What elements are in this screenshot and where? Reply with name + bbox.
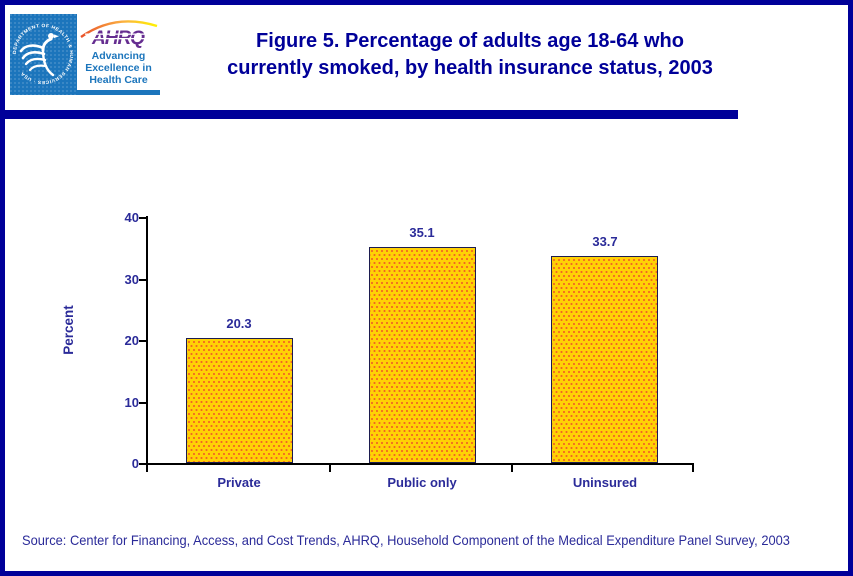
ahrq-logo-panel: AHRQ Advancing Excellence in Health Care: [77, 14, 160, 90]
x-axis-line: [146, 463, 694, 465]
y-axis-line: [146, 216, 148, 472]
y-tick-label: 30: [124, 272, 139, 287]
y-tick-label: 40: [124, 210, 139, 225]
x-axis-tick: [329, 465, 331, 472]
bar-private: [186, 338, 293, 463]
y-tick-label: 10: [124, 395, 139, 410]
y-tick-label: 0: [131, 456, 139, 471]
category-label: Public only: [387, 475, 457, 490]
ahrq-tagline-line: Advancing: [91, 50, 146, 62]
ahrq-hhs-logo: DEPARTMENT OF HEALTH & HUMAN SERVICES · …: [10, 14, 160, 95]
bar-value-label: 33.7: [592, 234, 618, 249]
bar-value-label: 20.3: [226, 316, 252, 331]
category-label: Uninsured: [572, 475, 638, 490]
bar-public-only: [369, 247, 476, 463]
figure-title-line-1: Figure 5. Percentage of adults age 18-64…: [256, 30, 684, 52]
hhs-logo-panel: DEPARTMENT OF HEALTH & HUMAN SERVICES · …: [10, 14, 77, 95]
x-axis-tick: [511, 465, 513, 472]
ahrq-tagline-line: Excellence in: [85, 62, 152, 74]
category-label: Private: [217, 475, 261, 490]
ahrq-wordmark-icon: AHRQ: [80, 20, 158, 49]
ahrq-tagline: Advancing Excellence in Health Care: [77, 50, 160, 86]
figure-title: Figure 5. Percentage of adults age 18-64…: [170, 28, 770, 82]
logo-bottom-strip: [77, 90, 160, 95]
y-tick-label: 20: [124, 333, 139, 348]
y-axis-tick: [139, 463, 146, 465]
bar-value-label: 35.1: [409, 225, 435, 240]
ahrq-tagline-line: Health Care: [89, 74, 148, 86]
ahrq-arc-icon: [80, 20, 158, 38]
bar-uninsured: [551, 256, 658, 463]
hhs-eagle-icon: DEPARTMENT OF HEALTH & HUMAN SERVICES · …: [12, 23, 74, 85]
y-axis-tick: [139, 340, 146, 342]
y-axis-tick: [139, 402, 146, 404]
figure-title-line-2: currently smoked, by health insurance st…: [227, 57, 713, 79]
y-axis-tick: [139, 217, 146, 219]
y-axis-tick: [139, 279, 146, 281]
header-divider-bar: [5, 110, 738, 119]
x-axis-tick: [692, 465, 694, 472]
source-note: Source: Center for Financing, Access, an…: [22, 532, 790, 548]
